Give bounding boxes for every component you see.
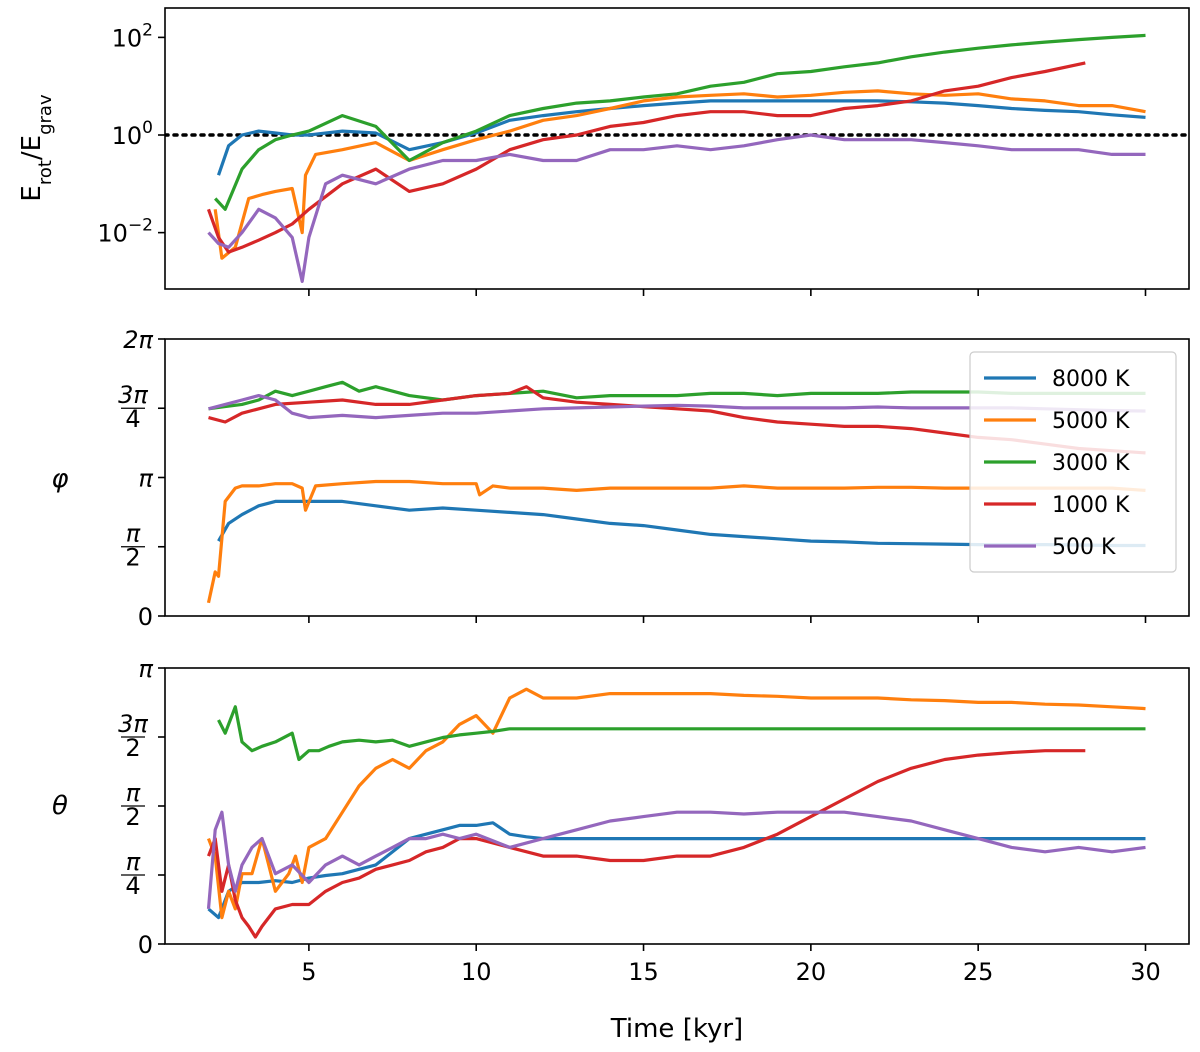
series-line-5000-k (207, 687, 1146, 920)
legend-entry-label: 500 K (1052, 535, 1116, 560)
series-line-500-k (206, 810, 1146, 910)
y-tick-label-denominator: 2 (125, 544, 140, 572)
legend: 8000 K 5000 K 3000 K 1000 K 500 K (969, 351, 1177, 573)
y-tick-label: 0 (138, 603, 153, 631)
y-tick-label: 10−2 (97, 216, 153, 248)
legend-box (969, 351, 1177, 573)
series-line-3000-k (208, 380, 1146, 411)
series-line-1000-k (206, 61, 1086, 254)
x-tick-label: 10 (461, 958, 492, 986)
legend-entry-label: 5000 K (1052, 409, 1130, 434)
energy-ratio-ylabel: Erot/Egrav (17, 94, 56, 202)
series-line-3000-k (217, 705, 1146, 762)
y-tick-label-denominator: 4 (125, 872, 140, 900)
series-line-5000-k (206, 479, 1146, 604)
theta-ylabel: θ (52, 791, 68, 821)
y-tick-label-numerator: π (126, 520, 141, 548)
y-tick-label-numerator: 3π (118, 381, 148, 409)
x-axis-label: Time [kyr] (610, 1014, 743, 1044)
y-tick-label-numerator: π (126, 779, 141, 807)
y-tick-label: 0 (138, 931, 153, 959)
y-tick-label-denominator: 4 (125, 405, 140, 433)
legend-entry-label: 8000 K (1052, 367, 1130, 392)
y-tick-label: π (139, 655, 154, 683)
x-tick-label: 25 (963, 958, 994, 986)
y-tick-label-numerator: π (126, 848, 141, 876)
y-tick-label-numerator: 3π (118, 710, 148, 738)
series-line-3000-k (214, 33, 1146, 211)
y-tick-label: 102 (112, 20, 153, 52)
legend-entry-label: 3000 K (1052, 451, 1130, 476)
x-tick-label: 20 (796, 958, 827, 986)
energy-ratio-panel: 102 100 10−2 Erot/Egrav (17, 7, 1190, 296)
legend-entry-label: 1000 K (1052, 493, 1130, 518)
phi-ylabel: φ (51, 464, 68, 494)
x-tick-label: 5 (301, 958, 316, 986)
energy-ratio-axes-frame (164, 7, 1190, 290)
x-tick-label: 15 (628, 958, 659, 986)
x-tick-label: 30 (1130, 958, 1161, 986)
y-tick-label: π (139, 464, 154, 492)
y-tick-label-denominator: 2 (125, 803, 140, 831)
y-tick-label: 2π (123, 326, 153, 354)
series-line-5000-k (213, 89, 1146, 260)
series-line-500-k (207, 133, 1146, 283)
y-tick-label-denominator: 2 (125, 734, 140, 762)
y-tick-label: 100 (112, 118, 153, 150)
